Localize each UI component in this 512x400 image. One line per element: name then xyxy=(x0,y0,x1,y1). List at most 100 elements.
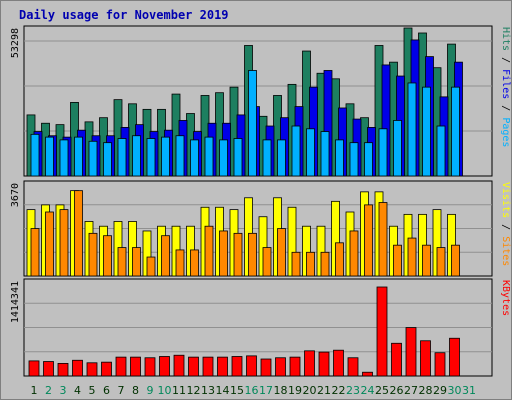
bar-kbytes-day-11 xyxy=(173,354,185,377)
bar-pages-day-30 xyxy=(451,86,460,177)
bar-sites-day-26 xyxy=(393,244,402,277)
bar-kbytes-day-17 xyxy=(260,358,272,377)
bar-sites-day-4 xyxy=(74,190,83,277)
x-tick-label: 14 xyxy=(216,384,230,397)
bar-kbytes-day-4 xyxy=(72,359,83,377)
bar-pages-day-23 xyxy=(349,142,359,177)
x-tick-label: 23 xyxy=(346,384,360,397)
bar-sites-day-22 xyxy=(335,242,344,277)
bar-sites-day-24 xyxy=(364,204,373,277)
scale-label-kbytes: 1414341 xyxy=(10,281,21,323)
bar-kbytes-day-10 xyxy=(159,356,170,377)
legend-entry-pages: Pages xyxy=(500,117,511,147)
bar-pages-day-6 xyxy=(103,142,112,177)
legend-separator: / xyxy=(500,51,511,69)
bar-kbytes-day-8 xyxy=(130,356,141,377)
x-tick-label: 20 xyxy=(303,384,317,397)
x-tick-label: 17 xyxy=(259,384,273,397)
bar-sites-day-21 xyxy=(320,251,330,277)
bar-pages-day-21 xyxy=(320,131,330,177)
scale-label-hits-files-pages: 53298 xyxy=(10,28,21,58)
bar-sites-day-12 xyxy=(190,249,199,277)
bar-pages-day-8 xyxy=(132,135,141,177)
x-tick-label: 31 xyxy=(462,384,476,397)
bar-sites-day-14 xyxy=(219,230,228,277)
bar-pages-day-9 xyxy=(146,138,156,177)
bar-kbytes-day-28 xyxy=(420,340,431,377)
bar-pages-day-12 xyxy=(190,139,199,177)
bar-sites-day-7 xyxy=(117,247,127,277)
bar-kbytes-day-29 xyxy=(434,352,446,377)
bar-kbytes-day-19 xyxy=(289,356,301,377)
bar-kbytes-day-30 xyxy=(449,337,460,377)
bar-pages-day-28 xyxy=(422,86,431,177)
x-tick-label: 16 xyxy=(245,384,259,397)
x-tick-label: 6 xyxy=(103,384,110,397)
bar-sites-day-29 xyxy=(436,247,446,277)
x-tick-label: 19 xyxy=(288,384,302,397)
bar-sites-day-1 xyxy=(30,228,40,277)
bar-pages-day-13 xyxy=(204,136,214,177)
bar-pages-day-29 xyxy=(436,125,446,177)
bar-pages-day-14 xyxy=(219,139,228,177)
bar-kbytes-day-22 xyxy=(333,349,344,377)
bar-sites-day-15 xyxy=(233,232,243,277)
legend-entry-hits: Hits xyxy=(500,27,511,51)
x-tick-label: 8 xyxy=(132,384,139,397)
bar-pages-day-22 xyxy=(335,139,344,177)
bar-sites-day-30 xyxy=(451,244,460,277)
bar-pages-day-18 xyxy=(277,139,286,177)
x-tick-label: 24 xyxy=(361,384,375,397)
x-tick-label: 25 xyxy=(375,384,389,397)
x-tick-label: 3 xyxy=(60,384,67,397)
bar-kbytes-day-27 xyxy=(405,327,417,377)
bar-kbytes-day-5 xyxy=(86,362,98,377)
bar-kbytes-day-23 xyxy=(347,357,359,377)
bar-sites-day-2 xyxy=(45,211,54,277)
bar-sites-day-3 xyxy=(59,209,69,277)
bar-pages-day-2 xyxy=(45,136,54,177)
legend-entry-kbytes: KBytes xyxy=(500,280,511,316)
x-tick-label: 1 xyxy=(31,384,38,397)
x-tick-label: 18 xyxy=(274,384,288,397)
bar-kbytes-day-6 xyxy=(101,361,112,377)
bar-sites-day-23 xyxy=(349,230,359,277)
bar-pages-day-26 xyxy=(393,120,402,177)
legend-entry-visits: Visits xyxy=(500,182,511,218)
bar-pages-day-20 xyxy=(306,128,315,177)
bar-kbytes-day-3 xyxy=(57,363,69,377)
x-tick-label: 27 xyxy=(404,384,418,397)
bar-sites-day-13 xyxy=(204,225,214,277)
x-tick-label: 13 xyxy=(201,384,215,397)
x-tick-label: 21 xyxy=(317,384,331,397)
bar-kbytes-day-7 xyxy=(115,356,127,377)
bar-sites-day-11 xyxy=(175,249,185,277)
bar-pages-day-7 xyxy=(117,138,127,177)
bar-kbytes-day-15 xyxy=(231,356,243,377)
bar-sites-day-10 xyxy=(161,235,170,277)
legend-entry-sites: Sites xyxy=(500,236,511,266)
x-tick-label: 26 xyxy=(390,384,404,397)
legend-separator: / xyxy=(500,99,511,117)
bar-kbytes-day-12 xyxy=(188,356,199,377)
x-tick-label: 9 xyxy=(147,384,154,397)
x-tick-label: 2 xyxy=(45,384,52,397)
legend-hits-files-pages: Hits / Files / Pages xyxy=(500,27,511,147)
x-tick-label: 28 xyxy=(419,384,433,397)
bar-kbytes-day-13 xyxy=(202,356,214,377)
x-tick-label: 30 xyxy=(448,384,462,397)
bar-pages-day-25 xyxy=(378,128,388,177)
x-tick-label: 5 xyxy=(89,384,96,397)
bar-kbytes-day-21 xyxy=(318,351,330,377)
bar-kbytes-day-9 xyxy=(144,357,156,377)
bar-kbytes-day-25 xyxy=(376,286,388,377)
x-tick-label: 12 xyxy=(187,384,201,397)
bar-sites-day-5 xyxy=(88,232,98,277)
bar-kbytes-day-16 xyxy=(246,355,257,377)
bar-sites-day-8 xyxy=(132,247,141,277)
bar-kbytes-day-1 xyxy=(28,360,40,377)
bar-kbytes-day-20 xyxy=(304,350,315,377)
bar-pages-day-16 xyxy=(248,70,257,177)
bar-pages-day-1 xyxy=(30,133,40,177)
